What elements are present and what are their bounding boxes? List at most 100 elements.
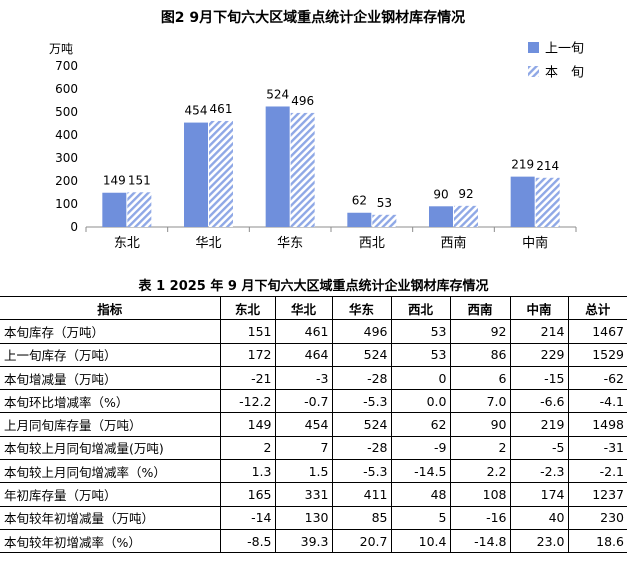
x-axis-ticks: 东北 华北 华东 西北 西南 中南: [85, 227, 577, 251]
table-cell: -28: [331, 365, 392, 391]
y-tick-label: 300: [55, 151, 78, 165]
table-cell: 2: [219, 435, 276, 461]
table-cell: 454: [274, 412, 333, 437]
bar-value-label: 53: [377, 196, 392, 210]
table-cell: 2: [449, 435, 511, 461]
bar-previous: [429, 206, 453, 227]
table-row: 本旬较上月同旬增减量(万吨) 2 7 -28 -9 2 -5 -31: [0, 435, 627, 461]
table-cell: 230: [567, 505, 627, 530]
table-cell: 1.3: [219, 459, 276, 484]
table-cell: 90: [449, 412, 511, 437]
table-cell: 165: [219, 482, 276, 507]
bar-previous: [184, 122, 208, 227]
bar-previous: [265, 106, 290, 227]
table-cell: 40: [509, 505, 569, 530]
bar-value-label: 214: [536, 159, 559, 173]
table-cell: 10.4: [390, 528, 451, 554]
legend-label: 本 旬: [545, 66, 584, 81]
bar-value-label: 149: [103, 174, 126, 188]
inventory-table: 指标 东北 华北 华东 西北 西南 中南 总计 本旬库存（万吨） 151 461 496 53 92 21…: [0, 295, 627, 554]
table-cell: 7: [274, 435, 333, 461]
table-cell: 1529: [567, 342, 627, 367]
table-header-cell: 中南: [509, 295, 569, 321]
table-cell: -5.3: [331, 389, 392, 414]
table-cell: -2.1: [567, 459, 627, 484]
table-row-label: 本旬增减量（万吨）: [0, 365, 221, 391]
table-header-indicator: 指标: [0, 295, 221, 321]
y-tick-label: 200: [55, 174, 78, 188]
table-cell: 0.0: [390, 389, 451, 414]
x-tick-label: 中南: [522, 235, 548, 251]
table-body: 本旬库存（万吨） 151 461 496 53 92 214 1467 上一旬库存（万吨） 172…: [0, 319, 627, 554]
table-cell: 174: [509, 482, 569, 507]
table-cell: -5: [509, 435, 569, 461]
legend-swatch: [528, 42, 539, 53]
bar-series: 149 151 454 461 524 496 62 53 90 92 219 214: [102, 87, 560, 227]
x-tick-label: 西北: [359, 236, 385, 251]
table-cell: -14.8: [449, 528, 511, 554]
table-cell: 214: [509, 319, 569, 344]
bar-chart: 图2 9月下旬六大区域重点统计企业钢材库存情况 万吨 0 100 200 300 400…: [49, 9, 584, 251]
table-row: 本旬库存（万吨） 151 461 496 53 92 214 1467: [0, 319, 627, 344]
table-cell: -14.5: [390, 459, 451, 484]
table-cell: 20.7: [331, 528, 392, 554]
table-cell: -5.3: [331, 459, 392, 484]
y-tick-label: 700: [55, 59, 78, 73]
table-cell: -12.2: [219, 389, 276, 414]
table-cell: 2.2: [449, 459, 511, 484]
legend-swatch: [528, 66, 539, 77]
table-cell: 86: [449, 342, 511, 367]
table-row-label: 本旬环比增减率（%）: [0, 389, 221, 414]
bar-value-label: 496: [291, 94, 314, 108]
bar-current: [127, 192, 152, 227]
table-cell: 53: [390, 342, 451, 367]
y-tick-label: 100: [55, 197, 78, 211]
table-header-cell: 华东: [331, 295, 392, 321]
table-cell: 0: [390, 365, 451, 391]
table-cell: 39.3: [274, 528, 333, 554]
legend-label: 上一旬: [545, 42, 584, 57]
table-cell: -14: [219, 505, 276, 530]
table-cell: -9: [390, 435, 451, 461]
table-caption: 表 1 2025 年 9 月下旬六大区域重点统计企业钢材库存情况: [138, 279, 489, 294]
table-cell: 229: [509, 342, 569, 367]
table-row-label: 年初库存量（万吨）: [0, 482, 221, 507]
table-row: 年初库存量（万吨） 165 331 411 48 108 174 1237: [0, 482, 627, 507]
table-cell: 18.6: [567, 528, 627, 554]
table-cell: -16: [449, 505, 511, 530]
y-tick-label: 600: [55, 82, 78, 96]
table-cell: 85: [331, 505, 392, 530]
table-row: 本旬较上月同旬增减率（%） 1.3 1.5 -5.3 -14.5 2.2 -2.3 -2.1: [0, 459, 627, 484]
table-row-label: 上月同旬库存量（万吨）: [0, 412, 221, 437]
x-tick-label: 华东: [277, 236, 303, 251]
bar-current: [372, 214, 397, 227]
x-tick-label: 西南: [440, 235, 466, 251]
bar-current: [290, 112, 315, 227]
table-cell: 6: [449, 365, 511, 391]
table-row: 本旬增减量（万吨） -21 -3 -28 0 6 -15 -62: [0, 365, 627, 391]
bar-value-label: 62: [352, 194, 367, 208]
table-header-cell: 华北: [274, 295, 333, 321]
table-cell: 62: [390, 412, 451, 437]
table-cell: -28: [331, 435, 392, 461]
bar-previous: [510, 176, 535, 227]
table-cell: 130: [274, 505, 333, 530]
bar-value-label: 92: [458, 187, 473, 201]
table-cell: 464: [274, 342, 333, 367]
table-row: 上月同旬库存量（万吨） 149 454 524 62 90 219 1498: [0, 412, 627, 437]
table-row-label: 本旬较年初增减量（万吨）: [0, 505, 221, 530]
table-cell: 461: [274, 319, 333, 344]
table-header-cell: 西南: [449, 295, 511, 321]
y-axis-unit: 万吨: [49, 42, 73, 56]
table-header-cell: 西北: [390, 295, 451, 321]
table-row: 上一旬库存（万吨） 172 464 524 53 86 229 1529: [0, 342, 627, 367]
table-cell: 53: [390, 319, 451, 344]
table-cell: 5: [390, 505, 451, 530]
table-row-label: 本旬较上月同旬增减率（%）: [0, 459, 221, 484]
y-axis-ticks: 0 100 200 300 400 500 600 700: [55, 59, 78, 234]
bar-current: [209, 120, 233, 227]
table-cell: 1237: [567, 482, 627, 507]
table-cell: 151: [219, 319, 276, 344]
table-cell: -3: [274, 365, 333, 391]
bar-value-label: 454: [185, 104, 208, 118]
